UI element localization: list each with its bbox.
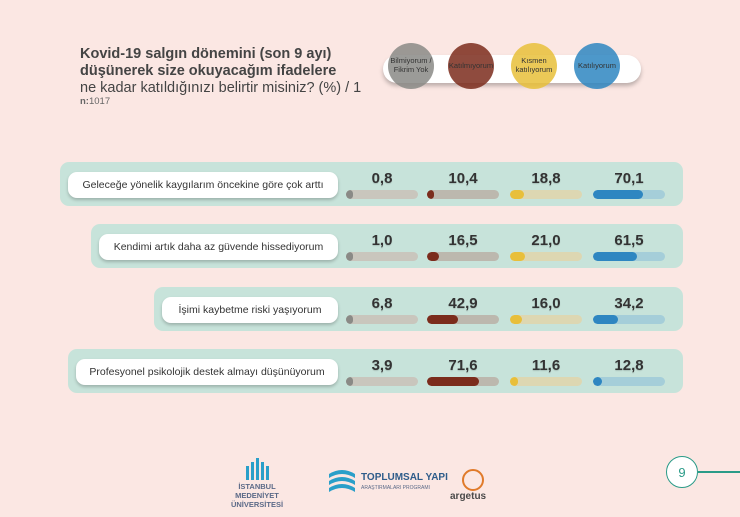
bar-track (427, 377, 499, 386)
data-label: 3,9 (371, 357, 393, 374)
bar-track (346, 190, 418, 199)
bar-track (427, 252, 499, 261)
data-label: 16,0 (531, 295, 561, 312)
data-label: 71,6 (448, 357, 478, 374)
bar (510, 190, 524, 199)
bar-track (593, 315, 665, 324)
legend-label-0: Bilmiyorum / Fikrim Yok (390, 56, 432, 74)
bar-track (346, 252, 418, 261)
bar (510, 315, 522, 324)
data-label: 11,6 (531, 357, 561, 374)
bar-track (510, 315, 582, 324)
argetus-logo: argetus (450, 469, 522, 502)
legend-swatch-0 (388, 43, 434, 89)
bar (593, 315, 618, 324)
chart-title: Kovid-19 salgın dönemini (son 9 ayı) düş… (80, 46, 380, 97)
data-label: 6,8 (371, 295, 393, 312)
data-label: 0,8 (371, 170, 393, 187)
bar (510, 252, 526, 261)
wave-logo-icon (329, 470, 355, 492)
data-label: 70,1 (614, 170, 644, 187)
bar (593, 190, 644, 199)
data-label: 16,5 (448, 232, 478, 249)
category-label: Geleceğe yönelik kaygılarım öncekine gör… (68, 172, 338, 198)
bar (593, 377, 603, 386)
legend-label-3: Katılıyorum (578, 61, 616, 70)
bar-track (427, 190, 499, 199)
bar-track (510, 252, 582, 261)
legend-label-2: Kısmen katılıyorum (515, 56, 553, 74)
argetus-ring-icon (462, 469, 484, 491)
bar-track (427, 315, 499, 324)
page-number-line (698, 471, 740, 473)
data-label: 42,9 (448, 295, 478, 312)
bar-track (346, 315, 418, 324)
bar (427, 252, 439, 261)
data-label: 61,5 (614, 232, 644, 249)
category-label: Profesyonel psikolojik destek almayı düş… (76, 359, 338, 385)
data-label: 18,8 (531, 170, 561, 187)
bar-track (593, 377, 665, 386)
data-label: 12,8 (614, 357, 644, 374)
legend-label-1: Katılmıyorum (448, 61, 494, 70)
bar (346, 252, 353, 261)
title-line-1: Kovid-19 salgın dönemini (son 9 ayı) (80, 46, 332, 62)
bar-track (593, 190, 665, 199)
bar (427, 190, 435, 199)
bar (346, 190, 353, 199)
bar-track (346, 377, 418, 386)
bar-track (510, 377, 582, 386)
sample-size: n:1017 (80, 96, 111, 107)
legend-swatch-1 (448, 43, 494, 89)
bar (593, 252, 638, 261)
data-label: 1,0 (371, 232, 393, 249)
bar (346, 315, 353, 324)
bar (427, 315, 458, 324)
data-label: 10,4 (448, 170, 478, 187)
legend-swatch-3 (574, 43, 620, 89)
title-line-3: ne kadar katıldığınızı belirtir misiniz?… (80, 80, 362, 96)
page-number: 9 (666, 456, 698, 488)
bar (510, 377, 519, 386)
bar-track (510, 190, 582, 199)
title-line-2: düşünerek size okuyacağım ifadelere (80, 63, 337, 79)
legend-swatch-2 (511, 43, 557, 89)
data-label: 34,2 (614, 295, 644, 312)
data-label: 21,0 (531, 232, 561, 249)
university-icon (246, 458, 269, 480)
istanbul-medeniyet-logo: İSTANBUL MEDENİYET ÜNİVERSİTESİ (225, 458, 289, 509)
category-label: İşimi kaybetme riski yaşıyorum (162, 297, 338, 323)
category-label: Kendimi artık daha az güvende hissediyor… (99, 234, 338, 260)
bar (427, 377, 479, 386)
bar (346, 377, 353, 386)
bar-track (593, 252, 665, 261)
